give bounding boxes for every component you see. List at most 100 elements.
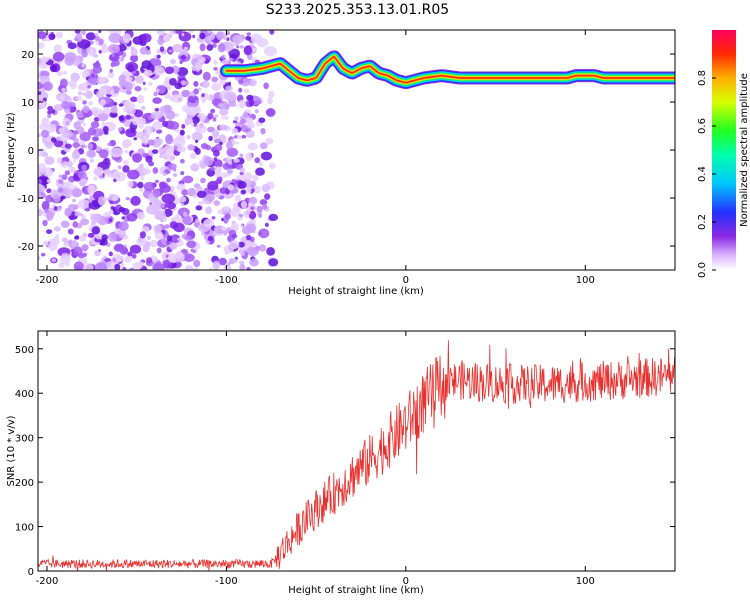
spectrogram-noise-blob (195, 205, 203, 211)
spectrogram-noise-blob (164, 66, 174, 75)
spectrogram-noise-blob (156, 49, 160, 54)
spectrogram-noise-blob (117, 127, 123, 132)
spectrogram-noise-blob (97, 196, 106, 206)
spectrogram-noise-blob (240, 189, 247, 194)
spectrogram-noise-blob (118, 115, 125, 122)
spectrogram-noise-blob (46, 211, 54, 221)
spectrogram-noise-blob (248, 202, 253, 207)
spectrogram-noise-blob (141, 105, 146, 111)
spectrogram-noise-blob (193, 53, 199, 58)
spectrogram-noise-blob (240, 200, 248, 209)
spectrogram-noise-blob (81, 49, 89, 58)
spectrogram-noise-blob (200, 177, 206, 184)
spectrogram-noise-blob (79, 131, 91, 142)
spectrogram-noise-blob (196, 190, 207, 198)
spectrogram-ridge-band (225, 56, 675, 84)
spectrogram-noise-blob (118, 207, 126, 213)
spectrogram-noise-blob (228, 48, 240, 59)
spectrogram-noise-blob (258, 213, 262, 218)
spectrogram-noise-blob (192, 34, 196, 39)
spectrogram-noise-blob (92, 65, 102, 74)
spectrogram-noise-blob (166, 86, 172, 91)
spectrogram-noise-blob (195, 147, 201, 155)
spectrogram-noise-blob (59, 94, 65, 101)
spectrogram-noise-blob (140, 33, 152, 43)
spectrogram-noise-blob (95, 200, 99, 204)
spectrogram-noise-blob (190, 163, 200, 172)
spectrogram-noise-blob (238, 99, 246, 109)
spectrogram-noise-blob (101, 76, 108, 82)
snr-frame (37, 330, 676, 572)
spectrogram-noise-blob (143, 87, 148, 91)
spectrogram-noise-blob (132, 262, 143, 270)
spectrogram-noise-blob (172, 136, 186, 147)
spectrogram-noise-blob (133, 109, 144, 118)
spectrogram-noise-blob (154, 107, 160, 112)
spectrogram-noise-blob (117, 165, 122, 170)
spectrogram-noise-blob (71, 188, 82, 198)
spectrogram-noise-blob (230, 222, 239, 232)
spectrogram-noise-blob (199, 82, 204, 87)
spectrogram-noise-blob (264, 222, 269, 227)
spectrogram-noise-blob (157, 68, 162, 72)
spectrogram-noise-blob (240, 77, 252, 87)
spectrogram-noise-blob (190, 124, 194, 128)
spectrogram-noise-blob (42, 97, 47, 102)
spectrogram-noise-blob (207, 240, 211, 244)
spectrogram-noise-blob (51, 137, 57, 143)
spectrogram-noise-blob (60, 161, 69, 169)
spectrogram-noise-blob (158, 30, 165, 36)
spectrogram-noise-blob (81, 69, 90, 79)
spectrogram-noise-blob (61, 101, 70, 110)
spectrogram-noise-blob (164, 92, 171, 99)
spectrogram-noise-blob (152, 121, 163, 131)
colorbar-ticks: 0.0 0.2 0.4 0.6 0.8 (697, 70, 716, 278)
spectrogram-noise-blob (194, 99, 200, 103)
spectrogram-noise-blob (208, 167, 212, 171)
spectrogram-noise-blob (64, 182, 70, 188)
spectrogram-noise-blob (159, 167, 165, 172)
spectrogram-noise-blob (231, 178, 236, 183)
spectrogram-noise-blob (218, 102, 224, 107)
spectrogram-noise-blob (60, 195, 66, 200)
snr-x-tick-label: -100 (215, 576, 238, 587)
spectrogram-noise-blob (47, 110, 52, 115)
spectrogram-noise-blob (127, 180, 134, 188)
spectrogram-noise-blob (118, 103, 124, 107)
spectrogram-noise-blob (38, 31, 47, 39)
snr-x-axis-label: Height of straight line (km) (288, 585, 424, 596)
snr-y-tick-label: 400 (15, 389, 34, 400)
spectrogram-noise-blob (205, 206, 212, 215)
spectrogram-y-tick-label: -20 (18, 242, 34, 253)
spectrogram-y-tick-label: 20 (21, 50, 34, 61)
spectrogram-noise-blob (176, 145, 187, 153)
spectrogram-noise-blob (219, 79, 226, 86)
spectrogram-noise-blob (150, 111, 163, 120)
spectrogram-noise-blob (53, 44, 63, 53)
spectrogram-noise-blob (77, 171, 87, 179)
spectrogram-noise-blob (184, 265, 194, 270)
spectrogram-noise-blob (63, 242, 69, 247)
spectrogram-noise-blob (250, 33, 262, 44)
spectrogram-noise-blob (87, 127, 97, 136)
spectrogram-noise-blob (182, 211, 188, 217)
spectrogram-noise-blob (193, 88, 199, 95)
spectrogram-noise-blob (55, 234, 60, 239)
spectrogram-noise-blob (194, 62, 202, 70)
spectrogram-noise-blob (139, 187, 144, 192)
spectrogram-noise-blob (163, 144, 175, 154)
spectrogram-noise-blob (130, 96, 138, 103)
spectrogram-noise-blob (109, 89, 115, 96)
spectrogram-noise-blob (166, 177, 171, 183)
spectrogram-noise-blob (265, 108, 276, 117)
spectrogram-noise-blob (122, 33, 132, 43)
spectrogram-noise-blob (221, 59, 229, 65)
spectrogram-noise-blob (67, 228, 74, 235)
spectrogram-noise-blob (98, 30, 102, 34)
spectrogram-noise-blob (233, 158, 240, 163)
spectrogram-noise-blob (181, 89, 191, 98)
spectrogram-x-ticks: -200 -100 0 100 (36, 30, 595, 286)
spectrogram-noise-blob (259, 199, 268, 206)
spectrogram-noise-blob (87, 232, 95, 238)
spectrogram-noise-blob (85, 176, 89, 181)
